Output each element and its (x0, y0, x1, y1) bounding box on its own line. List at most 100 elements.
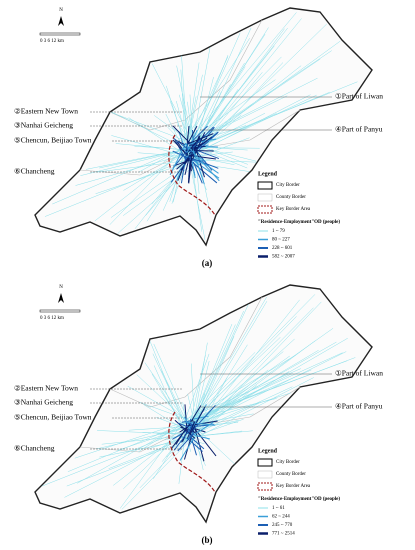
od-line (113, 423, 193, 486)
od-line (128, 426, 184, 431)
map-panel: N 0 3 6 12 km ②Eastern New Town ③Nanhai Gei… (14, 7, 383, 268)
od-line (183, 38, 250, 143)
od-line (190, 127, 215, 158)
od-line (173, 424, 194, 451)
od-line (191, 32, 241, 143)
od-line (185, 294, 316, 426)
od-line (183, 34, 266, 159)
legend-range: 1 ~ 61 (272, 506, 285, 511)
od-line (194, 307, 314, 429)
od-line (190, 95, 288, 144)
od-line (196, 144, 248, 165)
od-line (172, 125, 194, 147)
area-label: ⑤Chencun, Beijiao Town (14, 136, 92, 145)
legend-od-title: "Residence-Employment"OD (people) (258, 497, 340, 502)
od-line (190, 159, 205, 162)
legend-range: 80 ~ 227 (272, 238, 290, 243)
od-line (195, 145, 257, 162)
legend-range: 1 ~ 79 (272, 229, 285, 234)
od-line (193, 323, 233, 420)
od-line (75, 152, 191, 186)
od-line (64, 436, 184, 498)
od-line (44, 159, 186, 217)
od-line (137, 421, 187, 453)
area-label: ④Part of Panyu (335, 402, 383, 411)
od-line (183, 328, 334, 434)
area-label: ⑤Chencun, Beijiao Town (14, 413, 92, 422)
north-arrow (58, 293, 64, 303)
scale-label: 0 3 6 12 km (40, 316, 64, 321)
od-line (186, 304, 249, 438)
od-line (183, 27, 288, 160)
od-line (196, 337, 348, 427)
od-line (115, 143, 190, 151)
od-line (142, 432, 187, 435)
scale-bar (39, 309, 81, 313)
od-line (196, 137, 250, 158)
od-line (179, 436, 195, 461)
od-line (41, 426, 192, 487)
od-line (188, 147, 194, 184)
od-line (181, 420, 191, 423)
north-arrow (58, 16, 64, 26)
area-label: ④Part of Panyu (335, 125, 383, 134)
od-line (193, 415, 209, 420)
od-line (176, 100, 188, 143)
od-line (98, 148, 192, 169)
od-line (169, 142, 187, 176)
od-line (189, 148, 220, 182)
od-line (192, 316, 297, 423)
od-line (188, 156, 219, 169)
od-line (190, 354, 206, 421)
legend-swatch (257, 458, 273, 467)
area-label: ③Nanhai Geicheng (14, 398, 73, 407)
od-line (96, 160, 187, 173)
od-line (192, 23, 327, 156)
od-line (196, 392, 291, 424)
legend-item: County Border (276, 195, 306, 200)
key-border-area (168, 411, 216, 493)
od-line (193, 155, 219, 174)
legend-swatch (257, 193, 273, 202)
legend-item: City Border (276, 460, 300, 465)
county-border (109, 296, 263, 408)
od-line (184, 404, 188, 430)
od-line (191, 160, 196, 179)
od-line (145, 160, 194, 216)
od-line (192, 377, 314, 440)
panel-caption: (b) (202, 535, 213, 545)
od-line (151, 63, 197, 150)
od-line (188, 421, 235, 465)
city-outline (34, 7, 373, 247)
od-line (85, 149, 184, 170)
od-line (190, 338, 295, 434)
od-line (195, 420, 239, 430)
od-line (159, 426, 184, 436)
od-line (188, 40, 341, 153)
legend-swatch (257, 482, 273, 491)
od-line (109, 142, 189, 225)
legend-range: 582 ~ 2007 (272, 255, 295, 260)
legend-swatch (257, 205, 273, 214)
od-line (190, 56, 282, 150)
od-line (194, 301, 322, 435)
od-line (185, 352, 256, 422)
od-line (193, 90, 221, 144)
od-line (191, 62, 284, 162)
od-line (190, 158, 203, 232)
legend-range: 62 ~ 244 (272, 515, 290, 520)
od-line (52, 146, 186, 205)
north-label: N (59, 285, 63, 290)
legend-item: City Border (276, 183, 300, 188)
od-line (194, 434, 204, 471)
od-line (175, 426, 188, 445)
od-line (110, 161, 192, 218)
od-line (187, 296, 267, 431)
od-line (186, 129, 198, 153)
od-line (172, 139, 186, 154)
legend-range: 228 ~ 601 (272, 246, 293, 251)
od-line (192, 161, 203, 184)
od-line (164, 434, 184, 441)
od-line (177, 422, 190, 428)
